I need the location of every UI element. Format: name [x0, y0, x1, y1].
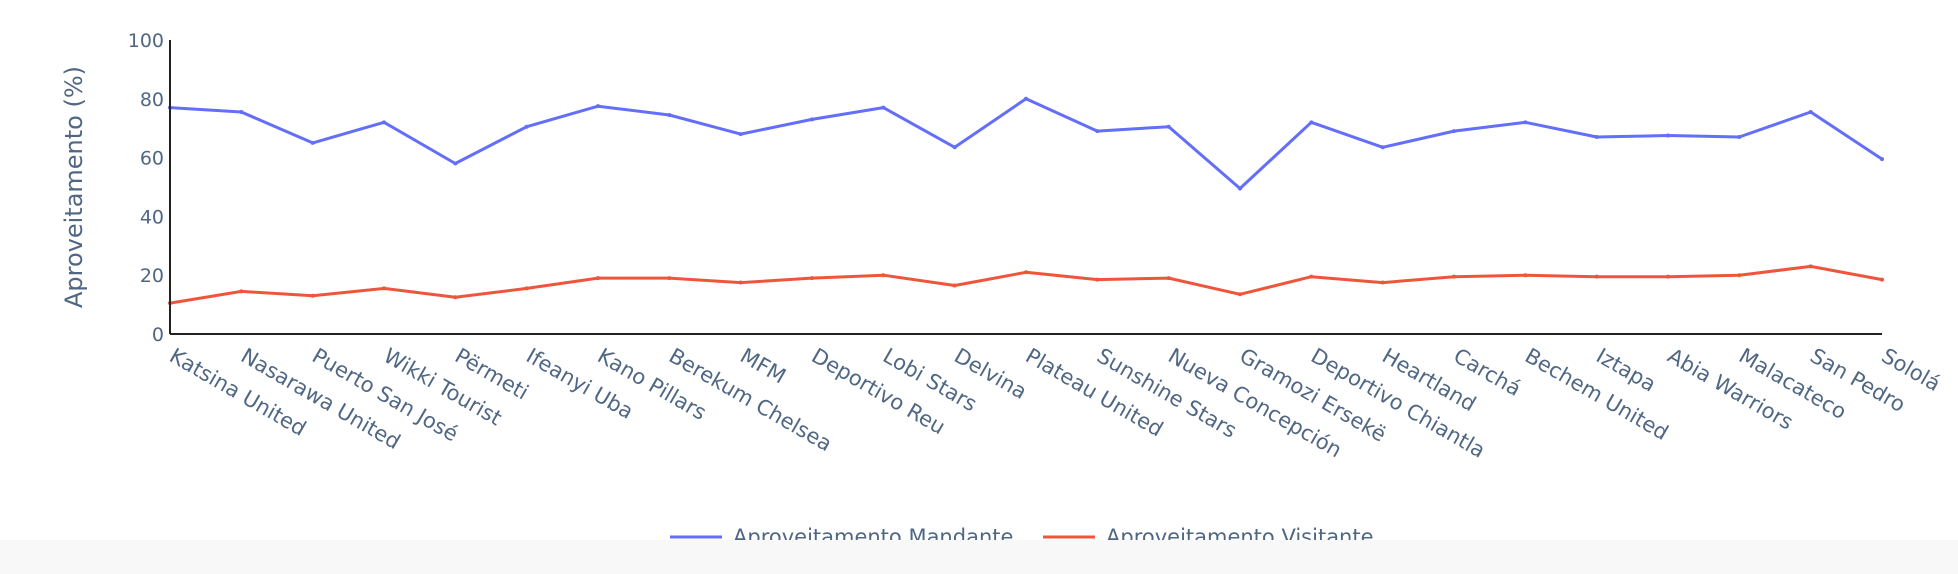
data-point	[239, 110, 244, 115]
data-point	[667, 276, 672, 281]
data-point	[310, 293, 315, 298]
data-point	[1880, 277, 1884, 282]
data-point	[524, 286, 529, 291]
data-point	[667, 112, 672, 117]
data-point	[1166, 124, 1171, 129]
data-point	[952, 145, 957, 150]
data-point	[1238, 186, 1242, 191]
data-point	[1024, 270, 1028, 275]
data-point	[1095, 277, 1100, 282]
series-line-1	[168, 97, 1884, 190]
data-point	[1808, 264, 1813, 269]
data-point	[382, 286, 386, 291]
data-point	[1095, 129, 1100, 134]
data-point	[881, 273, 886, 278]
data-point	[453, 161, 458, 166]
data-point	[1238, 292, 1242, 297]
data-point	[1452, 129, 1456, 134]
data-point	[738, 280, 743, 285]
y-axis-ticks: 0 20 40 60 80 100	[128, 30, 164, 346]
data-point	[881, 105, 886, 110]
data-point	[310, 140, 315, 145]
data-point	[1666, 133, 1670, 138]
data-point	[1808, 110, 1813, 115]
data-point	[1452, 274, 1456, 279]
data-point	[1737, 273, 1742, 278]
data-point	[1523, 120, 1528, 125]
data-point	[1594, 135, 1599, 140]
data-point	[1737, 135, 1742, 140]
data-point	[1594, 274, 1599, 279]
data-point	[1523, 273, 1528, 278]
footer-band	[0, 540, 1958, 574]
data-point	[239, 289, 244, 294]
data-point	[1309, 274, 1314, 279]
x-tick-label: Abia Warriors	[1664, 344, 1798, 435]
y-tick-label: 40	[140, 206, 164, 228]
data-point	[738, 132, 743, 137]
data-point	[382, 120, 386, 125]
y-tick-label: 100	[128, 30, 164, 52]
data-point	[1380, 145, 1385, 150]
data-point	[1666, 274, 1670, 279]
series-layer	[168, 96, 1884, 306]
y-tick-label: 80	[140, 89, 164, 111]
data-point	[1380, 280, 1385, 285]
y-tick-label: 0	[152, 324, 164, 346]
data-point	[1880, 157, 1884, 162]
y-tick-label: 60	[140, 148, 164, 170]
data-point	[453, 295, 458, 300]
data-point	[524, 124, 529, 129]
data-point	[596, 104, 600, 109]
data-point	[810, 117, 814, 122]
data-point	[1309, 120, 1314, 125]
y-tick-label: 20	[140, 265, 164, 287]
data-point	[810, 276, 814, 281]
data-point	[1166, 276, 1171, 281]
y-axis-title: Aproveitamento (%)	[60, 66, 88, 308]
data-point	[952, 283, 957, 288]
data-point	[596, 276, 600, 281]
data-point	[1024, 96, 1028, 101]
